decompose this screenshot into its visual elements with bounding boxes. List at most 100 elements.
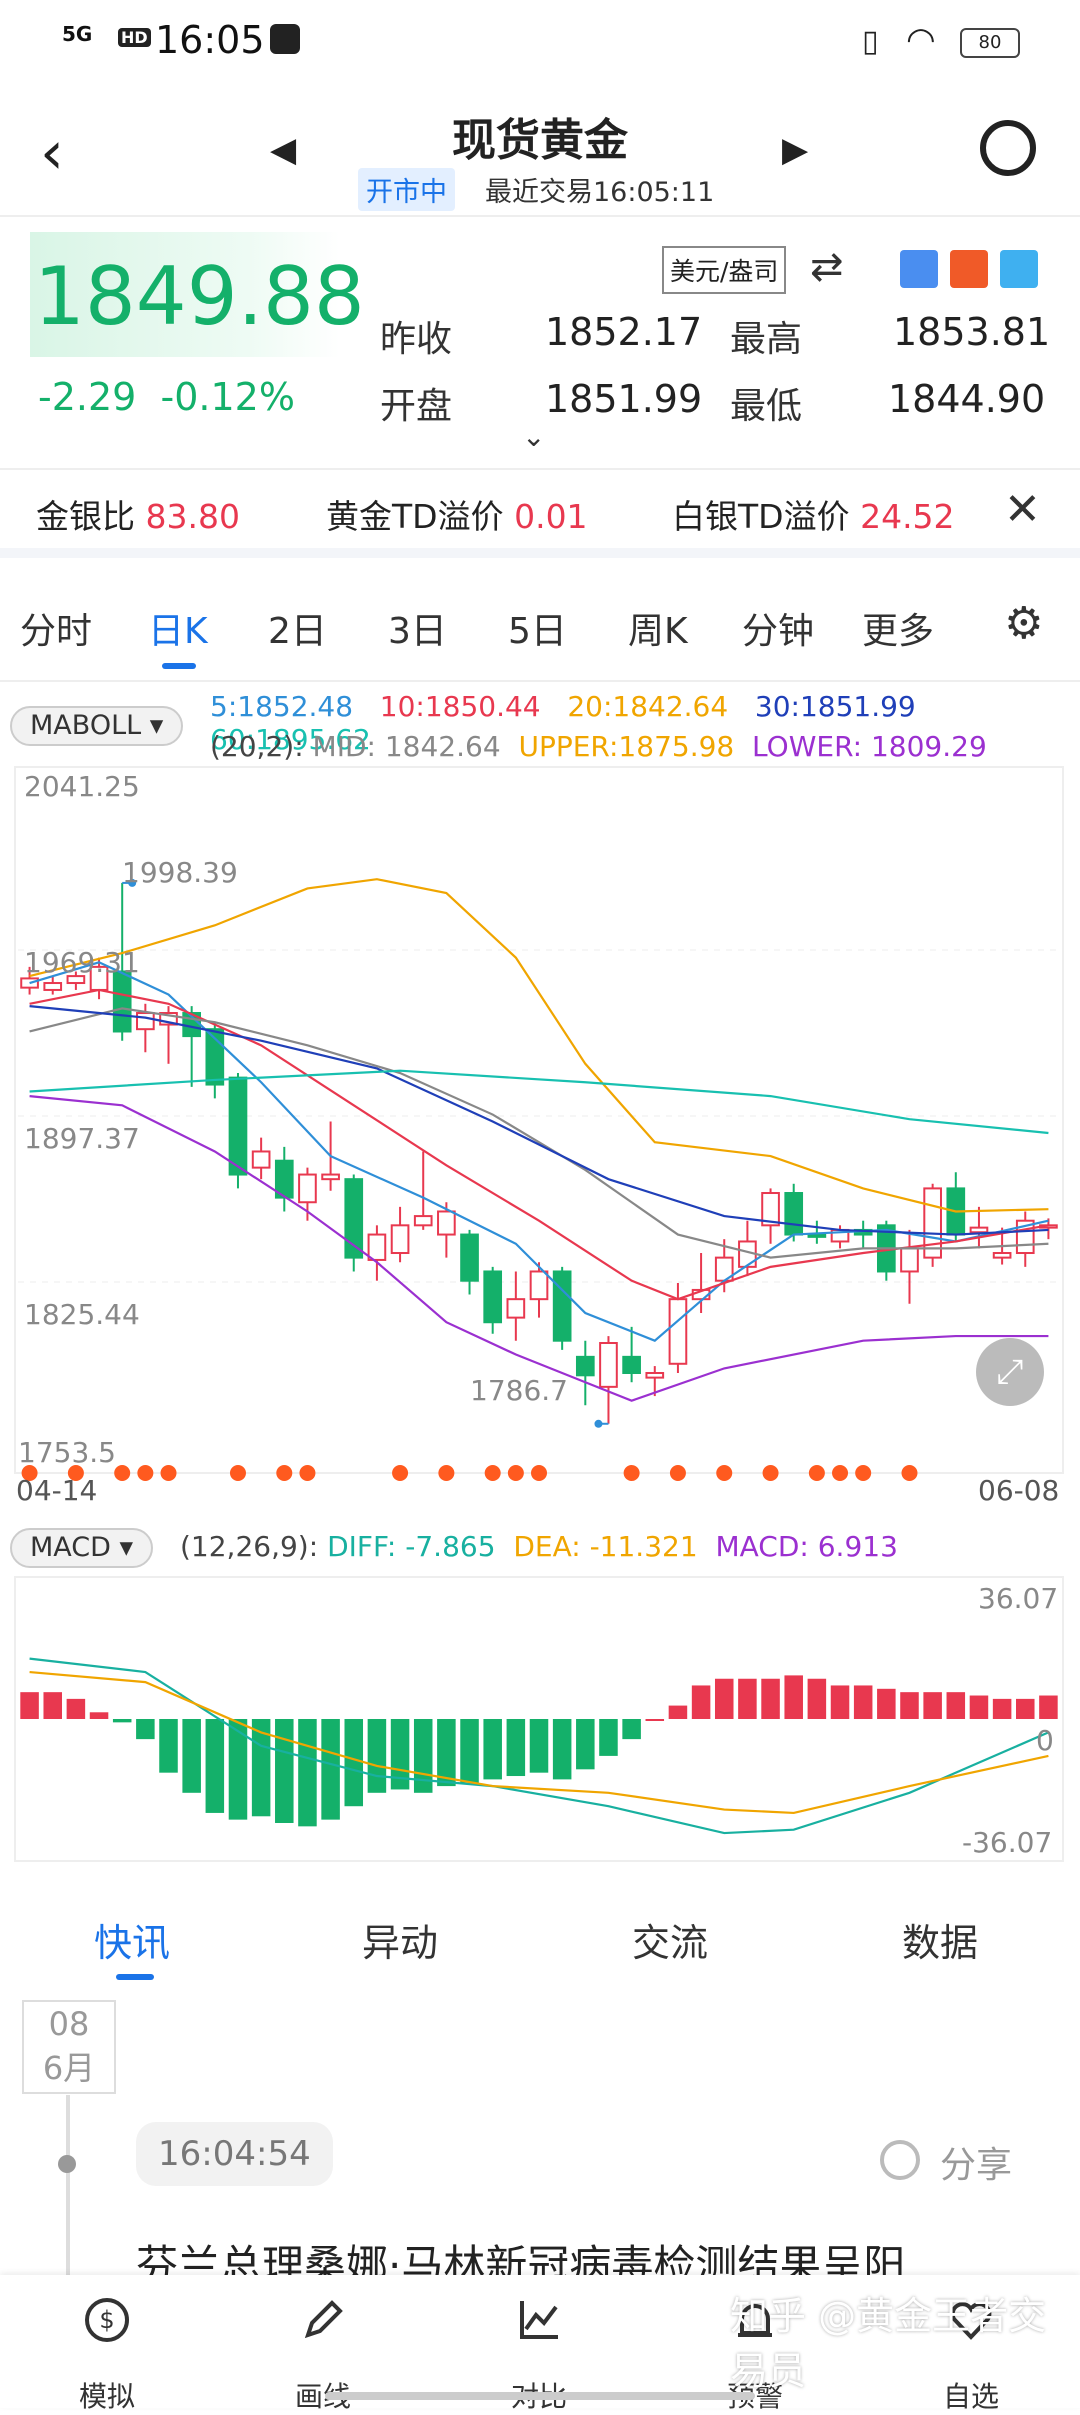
divider xyxy=(0,680,1080,682)
tab-weekly-k[interactable]: 周K xyxy=(628,611,688,652)
fullscreen-icon[interactable]: ⤢ xyxy=(976,1338,1044,1406)
macd-bar xyxy=(1016,1698,1035,1719)
ratio-value: 24.52 xyxy=(860,497,955,536)
price-axis-label: 1897.37 xyxy=(24,1122,140,1155)
news-day: 08 xyxy=(48,2005,90,2043)
macd-bar xyxy=(714,1678,734,1719)
high-mark-label: 1998.39 xyxy=(122,856,238,889)
hd-badge: HD xyxy=(118,28,151,47)
tab-5-day[interactable]: 5日 xyxy=(508,611,567,652)
prev-close-label: 昨收 xyxy=(380,319,453,360)
settings-gear-icon[interactable]: ⚙ xyxy=(1004,598,1044,649)
tab-flash-news[interactable]: 快讯 xyxy=(94,1921,171,1965)
macd-bar xyxy=(877,1688,896,1719)
currency-unit-button[interactable]: 美元/盎司 xyxy=(662,246,787,294)
main-indicator-selector[interactable]: MABOLL ▾ xyxy=(10,706,184,746)
macd-dea-line xyxy=(29,1670,1049,1815)
candle-body xyxy=(807,1233,827,1238)
active-tab-underline xyxy=(116,1974,154,1980)
tab-more[interactable]: 更多 xyxy=(862,611,935,652)
percent-icon[interactable] xyxy=(900,250,938,288)
price-change: -2.29 -0.12% xyxy=(38,375,295,419)
tab-minute[interactable]: 分钟 xyxy=(742,611,815,652)
event-dot xyxy=(531,1465,547,1481)
price-highlight xyxy=(30,232,340,357)
macd-bar xyxy=(992,1698,1012,1719)
ratio-value: 0.01 xyxy=(514,497,588,536)
macd-bar xyxy=(529,1719,549,1773)
share-button[interactable]: 分享 xyxy=(940,2145,1013,2186)
macd-diff-line xyxy=(29,1657,1049,1835)
prev-close-value: 1852.17 xyxy=(545,310,703,354)
macd-bar xyxy=(552,1719,572,1780)
page-title: 现货黄金 xyxy=(452,115,628,166)
section-gap xyxy=(0,548,1080,558)
macd-bar xyxy=(321,1719,340,1820)
pie-chart-icon[interactable] xyxy=(1000,250,1038,288)
boll-lower: LOWER: 1809.29 xyxy=(752,730,987,763)
next-instrument-icon[interactable]: ▶ xyxy=(782,130,809,170)
macd-bar xyxy=(136,1719,155,1740)
tab-movers[interactable]: 异动 xyxy=(362,1921,439,1965)
tab-2-day[interactable]: 2日 xyxy=(268,611,327,652)
macd-axis-bottom: -36.07 xyxy=(962,1826,1053,1859)
swap-icon[interactable]: ⇄ xyxy=(810,244,844,290)
indicator-name: MACD xyxy=(30,1532,111,1563)
line-ma30 xyxy=(29,1005,1049,1236)
tab-daily-k[interactable]: 日K xyxy=(148,611,208,652)
candle-body xyxy=(529,1270,549,1301)
low-value: 1844.90 xyxy=(888,377,1046,421)
share-icon[interactable] xyxy=(880,2140,920,2180)
line-ma60 xyxy=(29,1069,1049,1135)
close-icon[interactable]: ✕ xyxy=(1004,484,1041,535)
timeline-dot xyxy=(58,2155,76,2173)
divider xyxy=(0,468,1080,470)
event-dot xyxy=(438,1465,455,1481)
candle-body xyxy=(599,1342,618,1388)
line-upper xyxy=(29,878,1049,1213)
candle-body xyxy=(552,1270,572,1342)
watermark-text: 知乎 @黄金王者交易员 xyxy=(730,2294,1047,2393)
sub-indicator-selector[interactable]: MACD ▾ xyxy=(10,1528,154,1568)
bottom-nav xyxy=(0,2275,1080,2408)
macd-dea: DEA: -11.321 xyxy=(513,1530,698,1563)
event-dot xyxy=(832,1465,849,1481)
back-icon[interactable]: ‹ xyxy=(40,118,64,188)
event-dot xyxy=(276,1465,293,1481)
macd-axis-top: 36.07 xyxy=(978,1582,1059,1615)
event-dot xyxy=(67,1465,84,1481)
macd-bar xyxy=(159,1719,178,1773)
refresh-icon[interactable] xyxy=(980,120,1036,176)
candle-body xyxy=(321,1173,340,1181)
tool-icon[interactable] xyxy=(950,250,988,288)
macd-bar xyxy=(1039,1695,1058,1719)
event-dot xyxy=(901,1465,918,1481)
silver-td-premium: 白银TD溢价 24.52 xyxy=(672,490,955,538)
macd-bar xyxy=(112,1719,132,1723)
macd-bar xyxy=(738,1678,757,1719)
macd-bar xyxy=(761,1678,780,1719)
tab-discussion[interactable]: 交流 xyxy=(632,1921,709,1965)
candle-body xyxy=(784,1192,804,1236)
previous-instrument-icon[interactable]: ◀ xyxy=(270,130,297,170)
expand-chevron-icon[interactable]: ⌄ xyxy=(522,420,546,453)
candle-body xyxy=(367,1233,387,1261)
macd-chart-frame[interactable] xyxy=(14,1576,1064,1862)
macd-bar xyxy=(969,1695,989,1719)
ma-values: 5:1852.48 10:1850.44 20:1842.64 30:1851.… xyxy=(210,690,1080,756)
price-axis-label: 1969.31 xyxy=(24,946,140,979)
line-mid xyxy=(29,1007,1049,1259)
tab-3-day[interactable]: 3日 xyxy=(388,611,447,652)
candle-body xyxy=(622,1355,641,1375)
macd-axis-zero: 0 xyxy=(1036,1724,1054,1757)
tab-data[interactable]: 数据 xyxy=(902,1921,979,1965)
macd-diff: DIFF: -7.865 xyxy=(327,1530,496,1563)
event-dot xyxy=(484,1465,501,1481)
macd-bar xyxy=(506,1719,526,1777)
event-dot xyxy=(137,1465,154,1481)
nav-simulate[interactable]: 模拟 xyxy=(78,2380,135,2413)
candle-body xyxy=(298,1173,317,1204)
macd-bar xyxy=(830,1685,850,1719)
tab-intraday[interactable]: 分时 xyxy=(20,611,93,652)
macd-values: (12,26,9): DIFF: -7.865 DEA: -11.321 MAC… xyxy=(180,1530,898,1563)
